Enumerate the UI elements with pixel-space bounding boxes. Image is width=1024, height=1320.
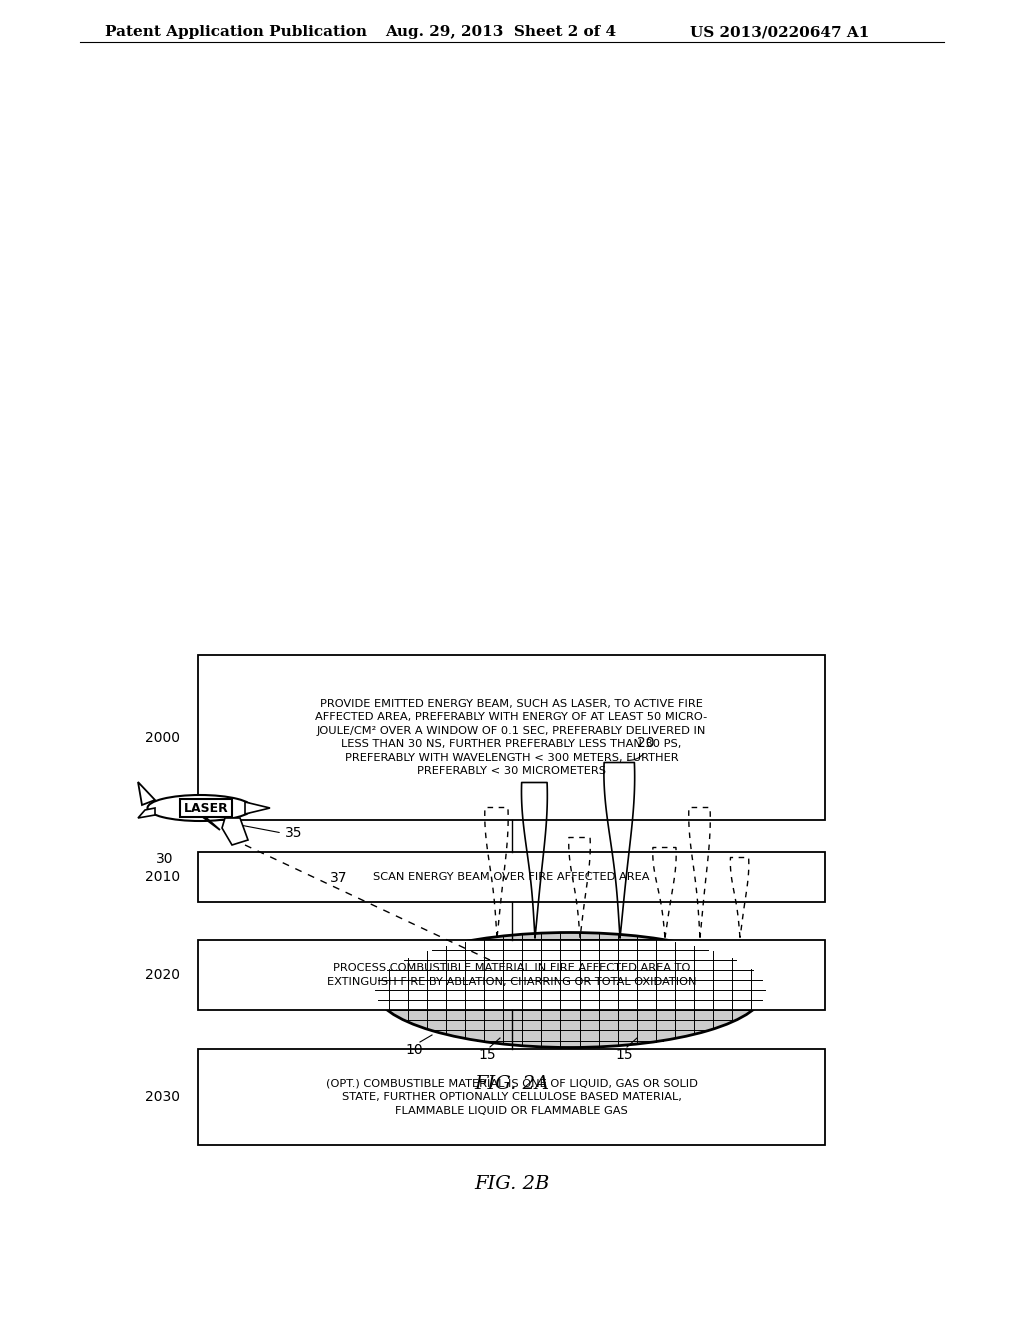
Text: 2010: 2010 (144, 870, 180, 884)
Text: Patent Application Publication: Patent Application Publication (105, 25, 367, 40)
Text: SCAN ENERGY BEAM OVER FIRE AFFECTED AREA: SCAN ENERGY BEAM OVER FIRE AFFECTED AREA (374, 873, 650, 882)
Text: PROCESS COMBUSTIBLE MATERIAL IN FIRE AFFECTED AREA TO
EXTINGUISH FIRE BY ABLATIO: PROCESS COMBUSTIBLE MATERIAL IN FIRE AFF… (327, 964, 696, 987)
Text: 20: 20 (637, 737, 654, 750)
Text: 2000: 2000 (145, 730, 180, 744)
Text: 2020: 2020 (145, 968, 180, 982)
Text: 15: 15 (615, 1048, 633, 1063)
Text: 37: 37 (330, 871, 347, 884)
Text: PROVIDE EMITTED ENERGY BEAM, SUCH AS LASER, TO ACTIVE FIRE
AFFECTED AREA, PREFER: PROVIDE EMITTED ENERGY BEAM, SUCH AS LAS… (315, 698, 708, 776)
Polygon shape (138, 781, 155, 805)
Text: (OPT.) COMBUSTIBLE MATERIAL IS ONE OF LIQUID, GAS OR SOLID
STATE, FURTHER OPTION: (OPT.) COMBUSTIBLE MATERIAL IS ONE OF LI… (326, 1078, 697, 1115)
FancyBboxPatch shape (198, 1049, 825, 1144)
Text: FIG. 2A: FIG. 2A (474, 1074, 550, 1093)
Text: 15: 15 (478, 1048, 496, 1063)
Polygon shape (245, 803, 270, 814)
FancyBboxPatch shape (180, 799, 232, 817)
FancyBboxPatch shape (198, 940, 825, 1010)
Text: 30: 30 (157, 851, 174, 866)
FancyBboxPatch shape (198, 851, 825, 902)
Text: Aug. 29, 2013  Sheet 2 of 4: Aug. 29, 2013 Sheet 2 of 4 (385, 25, 616, 40)
Ellipse shape (375, 932, 765, 1048)
Text: FIG. 2B: FIG. 2B (474, 1175, 550, 1193)
Polygon shape (180, 808, 220, 830)
Text: 35: 35 (285, 826, 302, 840)
Text: 10: 10 (406, 1043, 423, 1057)
Text: 2030: 2030 (145, 1090, 180, 1104)
FancyBboxPatch shape (198, 655, 825, 820)
Polygon shape (138, 808, 155, 818)
Text: US 2013/0220647 A1: US 2013/0220647 A1 (690, 25, 869, 40)
Polygon shape (222, 818, 248, 845)
Text: LASER: LASER (183, 801, 228, 814)
Ellipse shape (147, 795, 253, 821)
